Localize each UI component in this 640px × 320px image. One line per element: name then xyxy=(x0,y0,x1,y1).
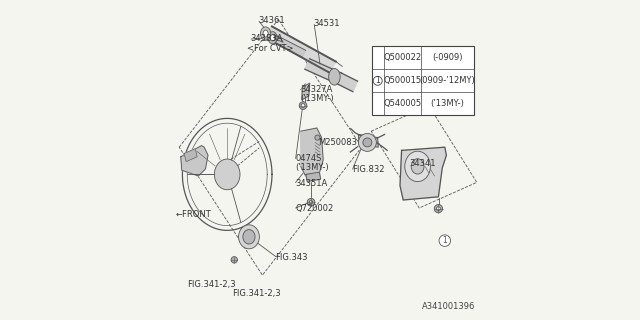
Text: M250083: M250083 xyxy=(319,138,357,147)
Ellipse shape xyxy=(404,151,430,181)
Circle shape xyxy=(301,104,305,108)
Polygon shape xyxy=(273,36,306,57)
Circle shape xyxy=(434,204,443,213)
Polygon shape xyxy=(302,83,310,100)
Text: 0474S: 0474S xyxy=(295,154,321,163)
Circle shape xyxy=(436,207,440,211)
Ellipse shape xyxy=(268,32,277,44)
Circle shape xyxy=(439,235,451,246)
Polygon shape xyxy=(305,59,342,84)
Circle shape xyxy=(309,201,312,204)
Text: FIG.341-2,3: FIG.341-2,3 xyxy=(188,280,236,289)
Polygon shape xyxy=(358,134,378,147)
Text: Q500022: Q500022 xyxy=(383,53,421,62)
Text: ←FRONT: ←FRONT xyxy=(175,210,211,219)
Polygon shape xyxy=(306,172,321,181)
Circle shape xyxy=(373,76,382,85)
Text: Q500015: Q500015 xyxy=(383,76,421,85)
Text: 34361: 34361 xyxy=(259,16,285,25)
Text: ('13MY-): ('13MY-) xyxy=(300,94,334,103)
Polygon shape xyxy=(266,26,336,73)
Text: 1: 1 xyxy=(375,76,380,85)
Ellipse shape xyxy=(214,159,240,190)
Ellipse shape xyxy=(260,27,271,40)
Text: ('13MY-): ('13MY-) xyxy=(295,163,329,172)
Polygon shape xyxy=(274,35,283,42)
Circle shape xyxy=(231,257,237,263)
Text: FIG.832: FIG.832 xyxy=(352,165,385,174)
Text: (0909-’12MY): (0909-’12MY) xyxy=(420,76,476,85)
Text: 34327A: 34327A xyxy=(300,85,333,94)
Circle shape xyxy=(307,198,315,206)
Text: A341001396: A341001396 xyxy=(422,302,475,311)
Ellipse shape xyxy=(239,225,259,249)
Text: FIG.341-2,3: FIG.341-2,3 xyxy=(232,289,281,298)
Polygon shape xyxy=(337,73,358,92)
Polygon shape xyxy=(301,128,323,176)
Text: (-0909): (-0909) xyxy=(432,53,463,62)
Text: Q540005: Q540005 xyxy=(383,99,421,108)
Polygon shape xyxy=(400,147,447,200)
Ellipse shape xyxy=(263,30,268,37)
Circle shape xyxy=(358,133,376,151)
Text: 1: 1 xyxy=(442,236,447,245)
Ellipse shape xyxy=(412,159,424,174)
Text: Q720002: Q720002 xyxy=(295,204,333,213)
Text: <For CVT>: <For CVT> xyxy=(248,44,294,53)
Ellipse shape xyxy=(270,35,275,41)
Circle shape xyxy=(315,135,320,140)
Bar xyxy=(372,46,474,115)
Text: 34351A: 34351A xyxy=(295,179,327,188)
Ellipse shape xyxy=(329,68,340,85)
Text: 34341: 34341 xyxy=(409,159,435,168)
Polygon shape xyxy=(181,146,208,176)
Text: FIG.343: FIG.343 xyxy=(275,253,308,262)
Ellipse shape xyxy=(243,230,255,244)
Text: 34383A: 34383A xyxy=(251,34,283,43)
Circle shape xyxy=(363,138,372,147)
Text: 34531: 34531 xyxy=(314,20,340,28)
Polygon shape xyxy=(184,149,197,162)
Text: (’13MY-): (’13MY-) xyxy=(431,99,465,108)
Circle shape xyxy=(300,102,307,109)
